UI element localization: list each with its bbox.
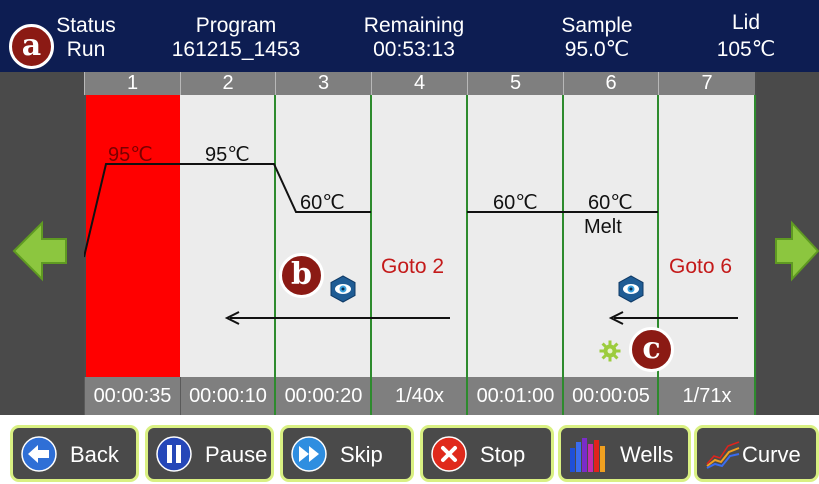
stop-label: Stop — [480, 442, 526, 467]
back-arrow-icon — [21, 436, 57, 472]
goto-arrow-step-7 — [608, 311, 738, 325]
sample-field: Sample 95.0℃ — [545, 14, 649, 62]
step-divider — [370, 95, 372, 415]
step-3-temperature: 60℃ — [300, 192, 345, 214]
status-header: Status Run Program 161215_1453 Remaining… — [0, 0, 819, 72]
step-2-column[interactable] — [180, 95, 275, 377]
step-5-temperature: 60℃ — [493, 192, 538, 214]
lid-field: Lid 105℃ — [706, 11, 786, 62]
curve-label: Curve — [742, 442, 801, 467]
curve-button[interactable]: Curve — [694, 425, 819, 482]
annotation-marker-b: b — [279, 253, 324, 298]
step-7-goto: Goto 6 — [669, 255, 733, 278]
sample-value: 95.0℃ — [564, 38, 630, 61]
pause-label: Pause — [205, 442, 268, 467]
curve-chart-icon — [706, 441, 740, 469]
step-5-time: 00:01:00 — [467, 377, 563, 415]
remaining-label: Remaining — [363, 14, 465, 37]
annotation-marker-a: a — [9, 24, 54, 69]
lid-value: 105℃ — [716, 38, 776, 61]
step-4-number: 4 — [371, 72, 467, 95]
step-divider — [754, 95, 756, 415]
status-label: Status — [56, 14, 116, 37]
wells-label: Wells — [620, 442, 674, 467]
step-3-number: 3 — [275, 72, 371, 95]
step-6-time: 00:00:05 — [563, 377, 658, 415]
skip-forward-icon — [291, 436, 327, 472]
status-value: Run — [66, 38, 106, 61]
step-4-cycles: 1/40x — [371, 377, 467, 415]
step-7-number: 7 — [658, 72, 755, 95]
green-right-arrow-icon[interactable] — [774, 220, 819, 282]
step-6-temperature: 60℃ — [588, 192, 633, 214]
green-left-arrow-icon[interactable] — [12, 220, 68, 282]
step-divider — [274, 95, 276, 415]
temperature-profile — [84, 163, 738, 325]
camera-icon[interactable] — [330, 275, 356, 303]
goto-arrow-step-4 — [224, 311, 450, 325]
skip-button[interactable]: Skip — [280, 425, 414, 482]
step-6-melt: Melt — [584, 216, 622, 238]
step-1-column-active[interactable] — [86, 95, 180, 377]
step-7-column[interactable] — [658, 95, 755, 377]
program-field: Program 161215_1453 — [168, 14, 304, 62]
step-2-number: 2 — [180, 72, 275, 95]
step-1-number: 1 — [84, 72, 180, 95]
gear-icon — [599, 340, 621, 362]
bottom-toolbar: Back Pause Skip Stop — [0, 415, 819, 484]
step-2-time: 00:00:10 — [180, 377, 275, 415]
lid-label: Lid — [731, 11, 761, 34]
step-3-time: 00:00:20 — [275, 377, 371, 415]
status-field: Status Run — [50, 14, 122, 62]
step-2-temperature: 95℃ — [205, 144, 250, 166]
remaining-field: Remaining 00:53:13 — [350, 14, 478, 62]
step-4-column[interactable] — [371, 95, 467, 377]
annotation-marker-c: c — [629, 327, 674, 372]
wells-bars-icon — [570, 438, 605, 472]
pause-icon — [156, 436, 192, 472]
program-label: Program — [195, 14, 277, 37]
sample-label: Sample — [561, 14, 633, 37]
step-7-cycles: 1/71x — [658, 377, 755, 415]
program-value: 161215_1453 — [171, 38, 301, 61]
wells-button[interactable]: Wells — [558, 425, 691, 482]
protocol-view[interactable]: 1 2 3 4 5 6 7 00:00:35 00:00:10 00:00:20… — [0, 72, 819, 415]
step-1-temperature: 95℃ — [108, 144, 153, 166]
step-1-time: 00:00:35 — [84, 377, 180, 415]
step-5-column[interactable] — [467, 95, 563, 377]
step-divider — [657, 95, 659, 415]
step-5-number: 5 — [467, 72, 563, 95]
stop-button[interactable]: Stop — [420, 425, 554, 482]
skip-label: Skip — [340, 442, 383, 467]
remaining-value: 00:53:13 — [373, 38, 455, 61]
step-divider — [466, 95, 468, 415]
step-4-goto: Goto 2 — [381, 255, 445, 278]
step-divider — [562, 95, 564, 415]
camera-icon[interactable] — [618, 275, 644, 303]
back-label: Back — [70, 442, 119, 467]
back-button[interactable]: Back — [10, 425, 139, 482]
stop-x-icon — [431, 436, 467, 472]
step-3-column[interactable] — [275, 95, 371, 377]
pause-button[interactable]: Pause — [145, 425, 274, 482]
step-6-number: 6 — [563, 72, 658, 95]
